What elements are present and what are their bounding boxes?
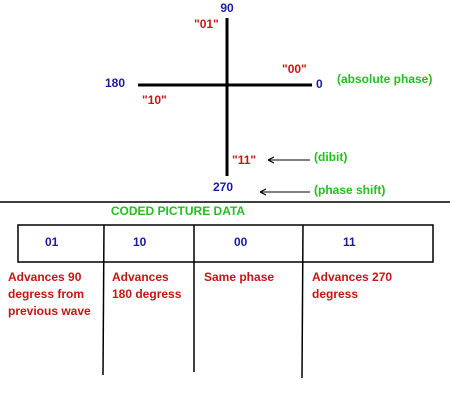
cell-value: 00	[234, 235, 248, 249]
description: 180 degress	[112, 287, 182, 301]
note: (phase shift)	[314, 183, 385, 197]
section-title: CODED PICTURE DATA	[111, 204, 246, 218]
angle-label: 270	[213, 180, 233, 194]
description: previous wave	[8, 304, 91, 318]
note: (dibit)	[314, 150, 347, 164]
description: Same phase	[204, 270, 274, 284]
angle-label: 180	[105, 76, 125, 90]
dibit-label: "10"	[142, 93, 167, 107]
data-box	[17, 224, 434, 263]
description: Advances	[112, 270, 169, 284]
dibit-label: "11"	[232, 153, 256, 167]
cell-value: 11	[343, 235, 356, 249]
note: (absolute phase)	[337, 72, 432, 86]
cell-value: 01	[45, 235, 59, 249]
description: degress from	[8, 287, 84, 301]
divider	[301, 224, 304, 379]
arrow-head	[259, 188, 267, 196]
description: Advances 270	[312, 270, 392, 284]
divider	[102, 224, 105, 376]
cell-value: 10	[133, 235, 147, 249]
description: Advances 90	[8, 270, 82, 284]
angle-label: 90	[220, 1, 234, 15]
description: degress	[312, 287, 358, 301]
dibit-label: "01"	[194, 17, 219, 31]
dibit-label: "00"	[282, 62, 307, 76]
arrow-head	[267, 156, 275, 164]
angle-label: 0	[316, 77, 323, 91]
